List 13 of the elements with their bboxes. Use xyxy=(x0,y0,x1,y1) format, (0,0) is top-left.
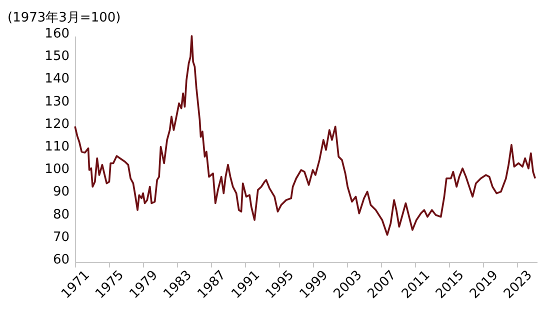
y-tick-label: 80 xyxy=(52,207,70,222)
y-tick-label: 160 xyxy=(44,26,70,42)
line-series xyxy=(74,35,536,236)
y-tick-label: 110 xyxy=(44,140,70,154)
y-tick-label: 90 xyxy=(52,184,70,200)
y-tick-label: 150 xyxy=(44,49,70,64)
y-tick-label: 70 xyxy=(52,230,70,245)
y-tick-label: 130 xyxy=(44,94,70,110)
y-tick-label: 120 xyxy=(44,116,70,132)
y-axis-title: (1973年3月=100) xyxy=(8,10,121,26)
y-tick-label: 140 xyxy=(44,72,70,87)
y-tick-label: 100 xyxy=(44,162,70,178)
y-tick-label: 60 xyxy=(52,252,70,268)
